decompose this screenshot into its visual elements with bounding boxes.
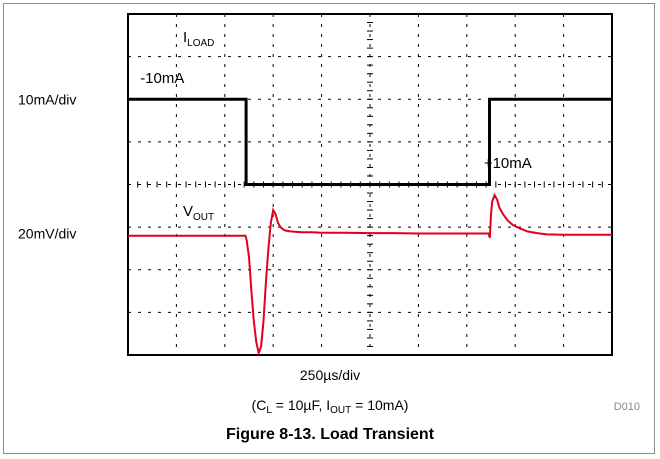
x-scale-label: 250µs/div bbox=[299, 367, 361, 383]
plot-area-border bbox=[127, 13, 613, 356]
vout-label-main: V bbox=[183, 203, 193, 220]
iload-scale-label: 10mA/div bbox=[18, 91, 76, 107]
cond-cl-sub: L bbox=[266, 405, 272, 416]
figure-title: Figure 8-13. Load Transient bbox=[225, 426, 435, 443]
scope-traces bbox=[128, 97, 612, 357]
cond-mid: = 10µF, I bbox=[271, 397, 331, 413]
iload-label-sub: LOAD bbox=[187, 38, 214, 49]
cond-open: (C bbox=[251, 397, 267, 413]
figure-border bbox=[3, 3, 655, 454]
iload-trace-label: ILOAD bbox=[183, 29, 214, 49]
vout-scale-label: 20mV/div bbox=[18, 226, 76, 242]
cond-iout-sub: OUT bbox=[330, 405, 352, 416]
current-annotation: -10mA bbox=[140, 70, 184, 87]
iload-trace bbox=[128, 97, 612, 186]
iload-label-main: I bbox=[183, 29, 187, 46]
vout-trace-label: VOUT bbox=[183, 203, 214, 223]
document-id: D010 bbox=[613, 401, 640, 413]
current-annotation: +10mA bbox=[484, 155, 532, 172]
vout-trace bbox=[128, 192, 612, 357]
vout-label-sub: OUT bbox=[193, 212, 214, 223]
cond-close: = 10mA) bbox=[351, 397, 409, 413]
test-conditions: (CL = 10µF, IOUT = 10mA) bbox=[0, 397, 660, 416]
